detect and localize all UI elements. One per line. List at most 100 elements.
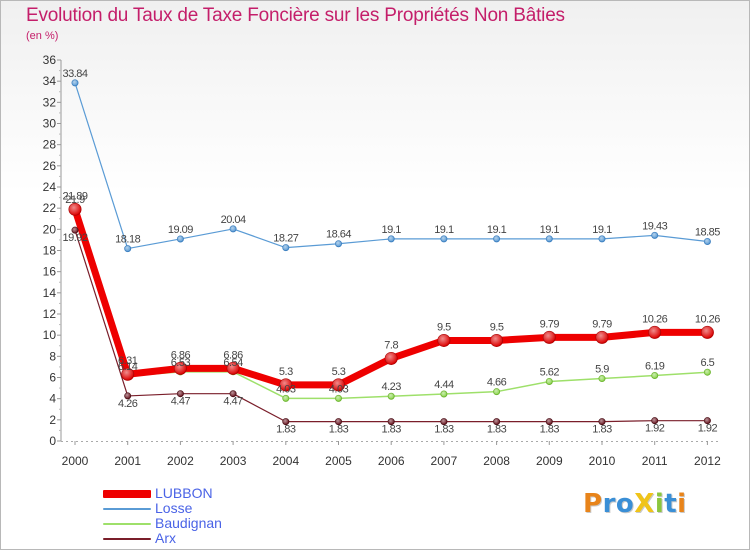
- data-label-lubbon: 6.86: [171, 349, 191, 361]
- data-label-arx: 1.83: [329, 424, 349, 436]
- y-tick-label: 2: [49, 413, 56, 427]
- data-point-highlight: [546, 418, 553, 425]
- data-point-highlight: [335, 418, 342, 425]
- data-point-highlight: [440, 235, 447, 242]
- x-tick-label: 2009: [536, 454, 563, 468]
- data-point-highlight: [543, 331, 556, 344]
- data-label-baudignan: 4.44: [434, 379, 454, 391]
- y-tick-label: 12: [43, 307, 57, 321]
- y-tick-label: 32: [43, 95, 57, 109]
- data-point-highlight: [230, 390, 237, 397]
- data-point-highlight: [546, 378, 553, 385]
- data-label-lubbon: 6.31: [118, 355, 138, 367]
- x-tick-label: 2004: [272, 454, 299, 468]
- data-label-baudignan: 5.62: [540, 367, 560, 379]
- data-label-losse: 18.64: [326, 229, 351, 241]
- data-label-lubbon: 5.3: [332, 366, 346, 378]
- x-tick-label: 2005: [325, 454, 352, 468]
- y-tick-label: 24: [43, 180, 57, 194]
- y-tick-label: 36: [43, 53, 57, 67]
- data-label-arx: 4.26: [118, 398, 138, 410]
- data-label-lubbon: 6.86: [223, 349, 243, 361]
- data-label-lubbon: 21.89: [62, 190, 87, 202]
- data-point-highlight: [596, 331, 608, 344]
- data-point-highlight: [546, 235, 553, 242]
- legend-swatch-arx: [103, 538, 151, 540]
- x-tick-label: 2001: [114, 454, 141, 468]
- data-point-highlight: [388, 235, 395, 242]
- data-label-lubbon: 7.8: [384, 339, 398, 351]
- data-point-highlight: [332, 378, 345, 391]
- y-axis-unit-label: (en %): [26, 30, 59, 42]
- y-tick-label: 10: [43, 328, 57, 342]
- data-point-highlight: [282, 418, 289, 425]
- data-point-highlight: [227, 362, 240, 375]
- data-label-baudignan: 6.19: [645, 360, 665, 372]
- data-label-lubbon: 9.79: [540, 318, 560, 330]
- data-label-losse: 19.1: [540, 224, 560, 236]
- data-point-highlight: [177, 390, 184, 397]
- x-tick-label: 2008: [483, 454, 510, 468]
- chart-title: Evolution du Taux de Taxe Foncière sur l…: [26, 5, 565, 26]
- data-point-highlight: [69, 203, 81, 216]
- data-point-highlight: [704, 238, 711, 245]
- x-tick-label: 2002: [167, 454, 194, 468]
- data-label-baudignan: 6.14: [118, 361, 138, 373]
- data-label-baudignan: 5.9: [595, 364, 609, 376]
- data-label-arx: 1.92: [645, 423, 665, 435]
- data-label-lubbon: 9.5: [437, 321, 451, 333]
- y-tick-label: 14: [43, 286, 57, 300]
- y-tick-label: 26: [43, 159, 57, 173]
- y-tick-label: 4: [49, 392, 56, 406]
- y-tick-label: 6: [49, 371, 56, 385]
- data-point-highlight: [493, 235, 500, 242]
- legend-label-baudignan: Baudignan: [155, 515, 222, 531]
- data-point-highlight: [599, 418, 605, 425]
- data-point-highlight: [490, 334, 503, 347]
- data-label-baudignan: 4.23: [381, 381, 401, 393]
- data-label-baudignan: 21.9: [65, 194, 85, 206]
- data-label-lubbon: 9.79: [592, 318, 612, 330]
- data-point-highlight: [72, 79, 78, 86]
- data-label-baudignan: 6.54: [223, 357, 243, 369]
- legend-label-lubbon: LUBBON: [155, 485, 213, 501]
- data-point-highlight: [701, 326, 714, 339]
- y-tick-label: 0: [49, 434, 56, 448]
- data-label-arx: 19.92: [62, 232, 87, 244]
- data-point-highlight: [704, 417, 711, 424]
- data-label-arx: 4.47: [223, 396, 243, 408]
- data-label-losse: 19.1: [592, 224, 612, 236]
- data-label-baudignan: 4.03: [276, 383, 296, 395]
- x-tick-label: 2006: [378, 454, 405, 468]
- data-point-highlight: [121, 368, 134, 381]
- data-label-arx: 1.83: [540, 424, 560, 436]
- data-point-highlight: [704, 369, 711, 376]
- legend-swatch-lubbon: [103, 490, 151, 498]
- data-point-highlight: [174, 362, 187, 375]
- data-point-highlight: [651, 232, 658, 239]
- data-label-losse: 33.84: [62, 68, 87, 80]
- data-point-highlight: [440, 418, 447, 425]
- data-label-baudignan: 6.53: [171, 357, 191, 369]
- data-point-highlight: [335, 395, 342, 402]
- data-label-losse: 19.1: [487, 224, 507, 236]
- data-label-arx: 1.83: [381, 424, 401, 436]
- data-point-highlight: [651, 417, 658, 424]
- y-tick-label: 30: [43, 117, 57, 131]
- data-label-baudignan: 6.5: [701, 357, 715, 369]
- data-point-highlight: [599, 235, 605, 242]
- data-label-losse: 18.85: [695, 227, 720, 239]
- data-point-highlight: [124, 392, 131, 399]
- data-point-highlight: [124, 245, 131, 252]
- data-point-highlight: [437, 334, 450, 347]
- data-point-highlight: [279, 378, 292, 391]
- data-point-highlight: [282, 244, 289, 251]
- y-tick-label: 18: [43, 244, 57, 258]
- data-point-highlight: [651, 372, 658, 379]
- data-point-highlight: [493, 388, 500, 395]
- data-point-highlight: [385, 352, 398, 365]
- data-label-losse: 18.27: [273, 233, 298, 245]
- data-point-highlight: [493, 418, 500, 425]
- data-label-baudignan: 4.66: [487, 377, 507, 389]
